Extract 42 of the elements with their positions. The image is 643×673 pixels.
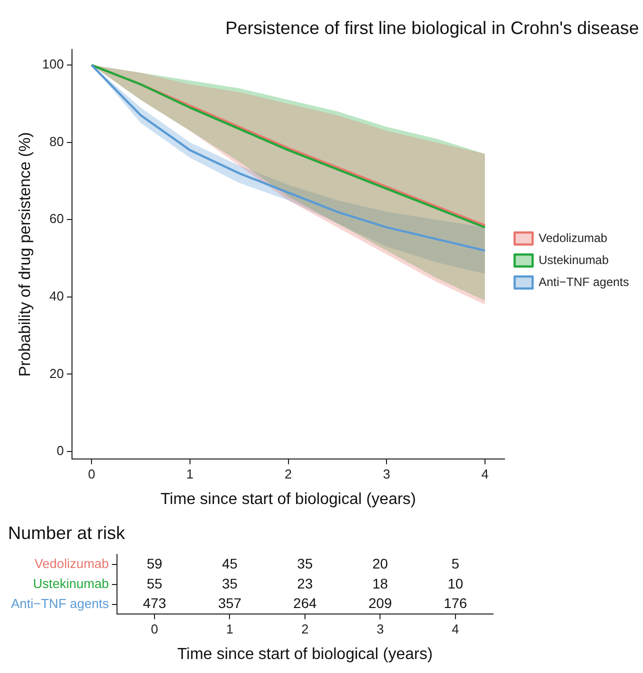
y-tick-label: Ustekinumab xyxy=(33,576,109,591)
x-tick-label: 1 xyxy=(226,622,234,637)
y-axis-title: Probability of drug persistence (%) xyxy=(17,132,34,377)
x-axis-title: Time since start of biological (years) xyxy=(160,490,416,508)
y-tick-label: 0 xyxy=(56,443,64,458)
data-label: 45 xyxy=(222,555,238,572)
data-label: 23 xyxy=(297,575,313,592)
y-tick-label: Anti−TNF agents xyxy=(11,596,110,611)
x-tick-label: 1 xyxy=(186,466,194,482)
legend-label: Vedolizumab xyxy=(538,230,608,245)
data-label: 473 xyxy=(142,595,166,612)
y-tick-label: 20 xyxy=(49,366,64,381)
data-label: 357 xyxy=(218,595,242,612)
x-tick-label: 0 xyxy=(88,466,96,482)
y-tick-label: 100 xyxy=(42,56,64,72)
x-tick-label: 3 xyxy=(376,622,384,637)
data-label: 209 xyxy=(368,595,392,612)
data-label: 55 xyxy=(146,575,163,592)
x-tick-label: 0 xyxy=(150,622,158,637)
x-tick-label: 4 xyxy=(481,466,489,482)
chart-title: Number at risk xyxy=(8,522,126,543)
data-label: 10 xyxy=(448,575,464,592)
data-label: 35 xyxy=(222,575,238,592)
legend-label: Anti−TNF agents xyxy=(538,274,629,289)
data-label: 20 xyxy=(372,555,388,572)
x-tick-label: 4 xyxy=(452,622,460,637)
y-tick-label: 80 xyxy=(49,134,64,149)
y-tick-label: 60 xyxy=(49,211,64,226)
data-label: 5 xyxy=(451,555,460,572)
x-tick-label: 2 xyxy=(301,622,309,637)
x-axis-title: Time since start of biological (years) xyxy=(177,646,433,663)
legend-label: Ustekinumab xyxy=(538,252,609,267)
y-tick-label: 40 xyxy=(49,288,64,304)
x-tick-label: 3 xyxy=(382,466,390,482)
x-tick-label: 2 xyxy=(284,466,292,482)
y-tick-label: Vedolizumab xyxy=(34,556,109,572)
data-label: 18 xyxy=(372,575,388,592)
data-label: 264 xyxy=(293,595,317,612)
data-label: 176 xyxy=(444,595,468,612)
data-label: 35 xyxy=(297,555,313,572)
data-label: 59 xyxy=(146,555,163,572)
chart-title: Persistence of first line biological in Crohn's disease xyxy=(225,18,639,38)
